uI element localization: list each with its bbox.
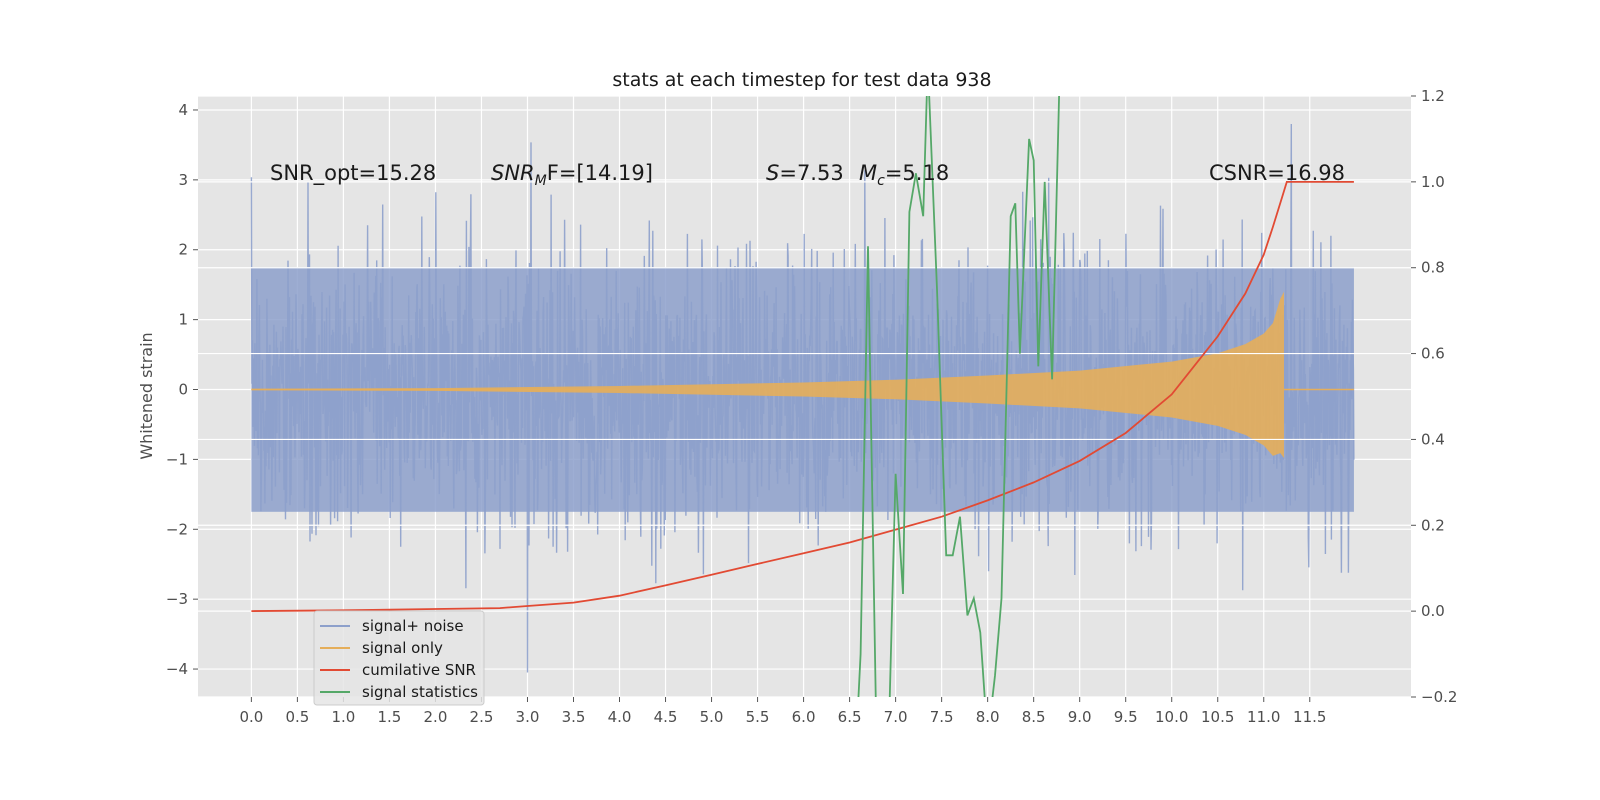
x-tick-label-3: 1.5 <box>377 708 401 726</box>
y-tick-label-0: 4 <box>178 101 188 119</box>
signal-noise-line <box>250 123 1355 673</box>
signal-statistics-line <box>857 96 1060 697</box>
y-tick-label-4: 0 <box>178 381 188 399</box>
series-signal-only <box>251 291 1354 458</box>
x-axis: 0.0 0.5 1.0 1.5 2.0 2.5 3.0 3.5 4.0 4.5 5.0 5.5 6.0 6… <box>239 697 1326 726</box>
y-tick-label-3: 1 <box>178 311 188 329</box>
annotations: SNR_opt=15.28 SNRMF=[14.19] S=7.53 Mc=5.… <box>270 161 1345 189</box>
y2-tick-label-5: 0.2 <box>1421 516 1445 534</box>
annotation-mc-subscript: c <box>877 173 885 189</box>
y2-tick-label-4: 0.4 <box>1421 430 1445 448</box>
y2-tick-label-6: 0.0 <box>1421 602 1445 620</box>
legend-label-3: signal statistics <box>362 683 478 701</box>
x-tick-label-4: 2.0 <box>424 708 448 726</box>
x-tick-label-7: 3.5 <box>562 708 586 726</box>
x-tick-label-15: 7.5 <box>930 708 954 726</box>
y2-tick-label-7: −0.2 <box>1421 688 1457 706</box>
cumulative-snr-line <box>251 181 1354 612</box>
annotation-snr-mf: SNRMF=[14.19] <box>491 161 653 189</box>
annotation-snr-mf-value: F=[14.19] <box>547 161 653 185</box>
series-cumulative-snr <box>251 181 1354 612</box>
x-tick-label-17: 8.5 <box>1022 708 1046 726</box>
signal-only-envelope <box>251 291 1284 458</box>
x-tick-label-23: 11.5 <box>1293 708 1326 726</box>
x-tick-label-21: 10.5 <box>1201 708 1234 726</box>
y-axis-right: 1.2 1.0 0.8 0.6 0.4 0.2 0.0 −0.2 <box>1411 87 1457 706</box>
x-tick-label-14: 7.0 <box>884 708 908 726</box>
annotation-mc-value: =5.18 <box>885 161 949 185</box>
x-tick-label-5: 2.5 <box>470 708 494 726</box>
y2-tick-label-3: 0.6 <box>1421 345 1445 363</box>
annotation-snr-mf-symbol: SNR <box>491 161 535 185</box>
x-tick-label-1: 0.5 <box>285 708 309 726</box>
annotation-s: S=7.53 <box>766 161 844 185</box>
x-tick-label-18: 9.0 <box>1068 708 1092 726</box>
y2-tick-label-2: 0.8 <box>1421 259 1445 277</box>
annotation-snr-opt: SNR_opt=15.28 <box>270 161 436 186</box>
plot-series <box>198 96 1411 697</box>
x-tick-label-19: 9.5 <box>1114 708 1138 726</box>
legend: signal+ noise signal only cumilative SNR si… <box>313 610 485 706</box>
y-tick-label-5: −1 <box>166 450 188 468</box>
x-tick-label-20: 10.0 <box>1155 708 1188 726</box>
x-tick-label-0: 0.0 <box>239 708 263 726</box>
legend-label-2: cumilative SNR <box>362 661 476 679</box>
x-tick-label-6: 3.0 <box>516 708 540 726</box>
legend-box <box>313 610 485 706</box>
y-tick-label-1: 3 <box>178 171 188 189</box>
y-tick-label-2: 2 <box>178 241 188 259</box>
y-tick-label-8: −4 <box>166 660 188 678</box>
y-tick-label-6: −2 <box>166 520 188 538</box>
chart-title: stats at each timestep for test data 938 <box>612 69 991 91</box>
x-tick-label-10: 5.0 <box>700 708 724 726</box>
annotation-mc: Mc=5.18 <box>859 161 949 189</box>
legend-label-0: signal+ noise <box>362 617 464 635</box>
x-tick-label-13: 6.5 <box>838 708 862 726</box>
annotation-snr-mf-subscript: M <box>535 173 547 189</box>
y-axis-left: 4 3 2 1 0 −1 −2 −3 −4 <box>166 101 198 678</box>
x-tick-label-2: 1.0 <box>331 708 355 726</box>
annotation-mc-symbol: M <box>859 161 877 185</box>
x-tick-label-16: 8.0 <box>976 708 1000 726</box>
x-tick-label-9: 4.5 <box>654 708 678 726</box>
annotation-csnr: CSNR=16.98 <box>1209 161 1345 185</box>
annotation-s-symbol: S <box>766 161 779 185</box>
y2-tick-label-1: 1.0 <box>1421 173 1445 191</box>
x-tick-label-12: 6.0 <box>792 708 816 726</box>
series-signal-statistics <box>857 96 1060 697</box>
annotation-s-value: =7.53 <box>779 161 843 185</box>
y-tick-label-7: −3 <box>166 590 188 608</box>
chart-title-group: stats at each timestep for test data 938 <box>612 69 991 91</box>
y2-tick-label-0: 1.2 <box>1421 87 1445 105</box>
x-tick-label-8: 4.0 <box>608 708 632 726</box>
legend-label-1: signal only <box>362 639 443 657</box>
x-tick-label-22: 11.0 <box>1247 708 1280 726</box>
y-axis-label: Whitened strain <box>137 332 156 459</box>
x-tick-label-11: 5.5 <box>746 708 770 726</box>
